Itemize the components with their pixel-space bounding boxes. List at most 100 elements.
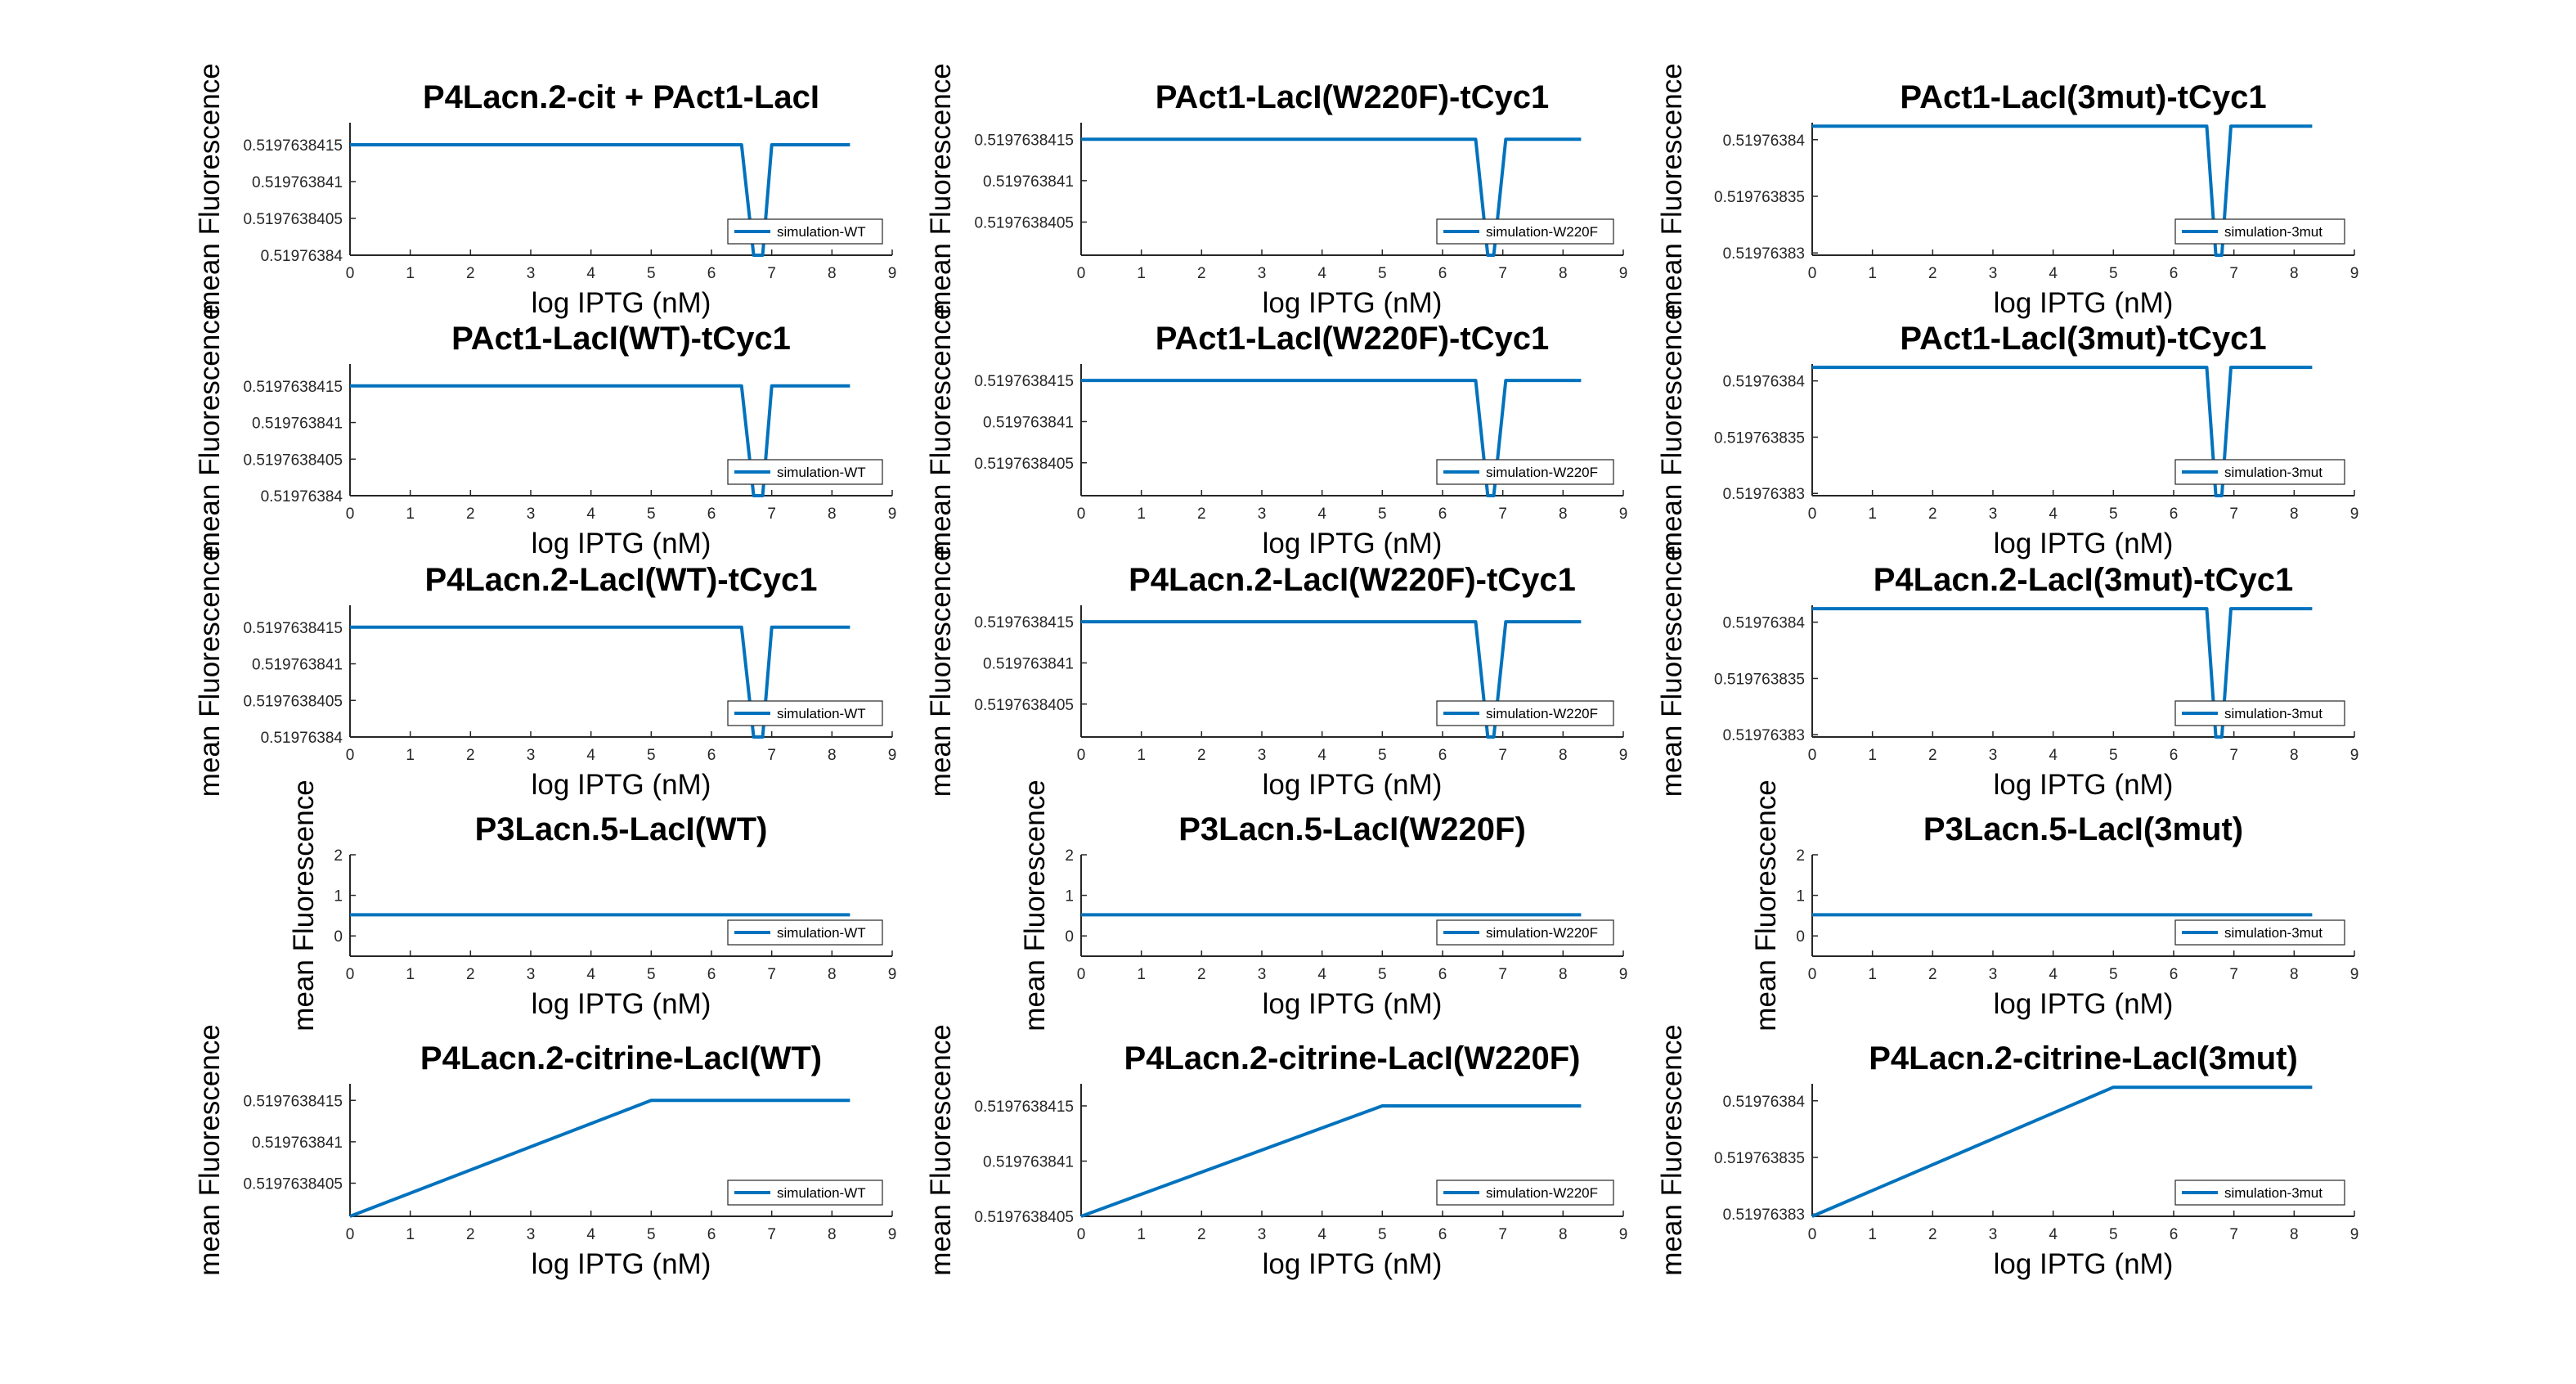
- chart-title: P4Lacn.2-citrine-LacI(W220F): [1124, 1040, 1581, 1076]
- x-axis-label: log IPTG (nM): [1994, 988, 2174, 1020]
- x-tick-label: 9: [2350, 966, 2359, 983]
- x-tick-label: 8: [828, 1226, 837, 1243]
- x-tick-label: 7: [767, 506, 776, 523]
- x-tick-label: 3: [527, 966, 536, 983]
- y-tick-label: 0.5197638405: [243, 1176, 343, 1193]
- y-tick-label: 0.5197638405: [974, 215, 1074, 232]
- series-line: [1812, 124, 2313, 257]
- x-tick-label: 4: [1317, 747, 1326, 764]
- y-tick-label: 0.5197638415: [974, 614, 1074, 631]
- chart-title: PAct1-LacI(3mut)-tCyc1: [1900, 321, 2266, 357]
- y-tick-label: 0.519763835: [1714, 189, 1805, 206]
- legend-entry: simulation-WT: [777, 925, 866, 941]
- x-tick-label: 2: [466, 747, 475, 764]
- x-tick-label: 5: [1378, 966, 1387, 983]
- y-tick-label: 0.5197638405: [243, 693, 343, 710]
- series-line: [349, 1099, 850, 1218]
- y-tick-label: 1: [1065, 888, 1074, 905]
- series-line: [1812, 607, 2313, 739]
- x-tick-label: 1: [406, 747, 415, 764]
- y-tick-label: 0.519763835: [1714, 1150, 1805, 1167]
- x-tick-label: 1: [406, 1226, 415, 1243]
- x-tick-label: 7: [767, 966, 776, 983]
- y-tick-label: 1: [334, 888, 343, 905]
- x-axis-label: log IPTG (nM): [532, 287, 711, 319]
- y-tick-label: 0.51976384: [261, 248, 343, 265]
- x-tick-label: 8: [1559, 966, 1568, 983]
- x-tick-label: 8: [2290, 966, 2299, 983]
- y-tick-label: 0.519763841: [252, 1135, 343, 1152]
- x-tick-label: 5: [2109, 966, 2118, 983]
- x-tick-label: 7: [767, 265, 776, 282]
- y-tick-label: 2: [334, 847, 343, 865]
- x-tick-label: 0: [1808, 747, 1817, 764]
- y-axis-label: mean Fluorescence: [1656, 546, 1688, 797]
- x-tick-label: 0: [346, 1226, 355, 1243]
- x-tick-label: 8: [1559, 1226, 1568, 1243]
- x-tick-label: 8: [828, 747, 837, 764]
- x-tick-label: 7: [1498, 265, 1507, 282]
- chart-title: P4Lacn.2-cit + PAct1-LacI: [423, 79, 819, 115]
- y-axis-label: mean Fluorescence: [194, 63, 226, 314]
- y-tick-label: 0.5197638415: [243, 137, 343, 155]
- subplot-5: 0 1 2 3 4 5 6 7 8 9 0.5197638405 0.519763841 0.51976…: [925, 304, 1627, 559]
- legend-entry: simulation-3mut: [2224, 706, 2322, 721]
- x-tick-label: 9: [888, 506, 897, 523]
- x-tick-label: 5: [1378, 1226, 1387, 1243]
- series-line: [350, 384, 850, 497]
- x-tick-label: 6: [2170, 747, 2179, 764]
- legend-entry: simulation-WT: [777, 1185, 866, 1201]
- y-tick-label: 2: [1796, 847, 1805, 865]
- legend-entry: simulation-W220F: [1486, 224, 1598, 240]
- x-tick-label: 3: [1258, 747, 1267, 764]
- chart-title: P4Lacn.2-citrine-LacI(3mut): [1869, 1040, 2298, 1076]
- series-line: [1811, 1085, 2313, 1218]
- chart-title: P4Lacn.2-LacI(3mut)-tCyc1: [1874, 562, 2293, 598]
- series-line: [1081, 137, 1582, 257]
- legend-entry: simulation-W220F: [1486, 465, 1598, 480]
- y-tick-label: 0.5197638415: [243, 379, 343, 396]
- x-tick-label: 7: [2229, 1226, 2238, 1243]
- x-tick-label: 3: [1258, 966, 1267, 983]
- x-tick-label: 7: [1498, 747, 1507, 764]
- x-tick-label: 5: [2109, 1226, 2118, 1243]
- x-axis-label: log IPTG (nM): [532, 988, 711, 1020]
- x-tick-label: 8: [2290, 747, 2299, 764]
- x-tick-label: 5: [647, 747, 656, 764]
- chart-title: PAct1-LacI(W220F)-tCyc1: [1156, 79, 1550, 115]
- legend-entry: simulation-W220F: [1486, 925, 1598, 941]
- x-tick-label: 0: [1808, 966, 1817, 983]
- x-tick-label: 1: [1868, 966, 1877, 983]
- x-tick-label: 0: [346, 506, 355, 523]
- chart-title: P4Lacn.2-citrine-LacI(WT): [420, 1040, 822, 1076]
- chart-title: P3Lacn.5-LacI(W220F): [1178, 811, 1526, 847]
- x-tick-label: 3: [1989, 966, 1998, 983]
- y-tick-label: 0.51976383: [1723, 1207, 1805, 1224]
- subplot-8: 0 1 2 3 4 5 6 7 8 9 0.5197638405 0.519763841 0.51976…: [925, 546, 1627, 801]
- x-tick-label: 0: [346, 265, 355, 282]
- y-tick-label: 0.519763841: [983, 1154, 1074, 1171]
- x-tick-label: 1: [406, 265, 415, 282]
- x-tick-label: 7: [1498, 1226, 1507, 1243]
- x-tick-label: 3: [1989, 1226, 1998, 1243]
- x-tick-label: 1: [1137, 747, 1146, 764]
- x-tick-label: 1: [406, 966, 415, 983]
- x-tick-label: 0: [1808, 1226, 1817, 1243]
- x-tick-label: 0: [1077, 966, 1086, 983]
- x-tick-label: 4: [1317, 966, 1326, 983]
- x-tick-label: 9: [888, 747, 897, 764]
- y-tick-label: 0.51976383: [1723, 245, 1805, 263]
- x-tick-label: 0: [1077, 265, 1086, 282]
- x-tick-label: 2: [1197, 265, 1206, 282]
- x-axis-label: log IPTG (nM): [1994, 528, 2174, 559]
- y-tick-label: 0.51976383: [1723, 727, 1805, 744]
- x-axis-label: log IPTG (nM): [1263, 1248, 1443, 1280]
- series-line: [350, 143, 850, 257]
- x-tick-label: 2: [466, 966, 475, 983]
- subplot-13: 0 1 2 3 4 5 6 7 8 9 0.5197638405 0.519763841 0.51976…: [194, 1024, 896, 1280]
- y-tick-label: 0.51976384: [261, 730, 343, 747]
- x-tick-label: 6: [1438, 747, 1447, 764]
- x-tick-label: 0: [1077, 1226, 1086, 1243]
- x-tick-label: 2: [1197, 506, 1206, 523]
- legend: simulation-W220F: [1436, 919, 1614, 946]
